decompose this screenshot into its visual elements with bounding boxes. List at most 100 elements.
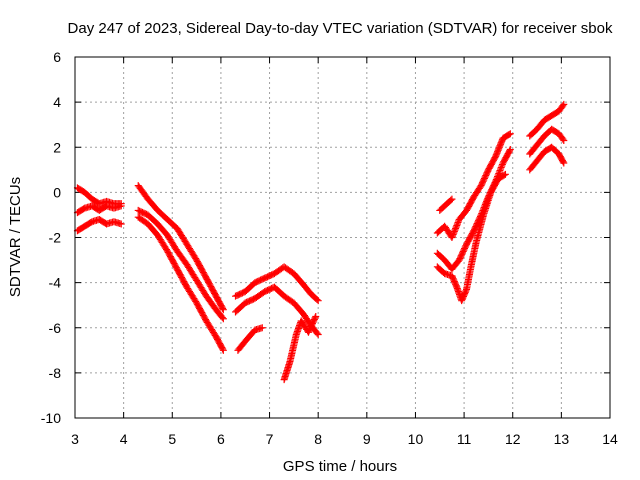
y-tick-label: -4 xyxy=(49,275,62,291)
x-tick-label: 10 xyxy=(408,431,424,447)
x-tick-label: 13 xyxy=(554,431,570,447)
data-point xyxy=(495,145,503,153)
data-point xyxy=(219,306,227,314)
x-axis-label: GPS time / hours xyxy=(283,458,397,475)
data-point xyxy=(448,195,456,203)
data-point xyxy=(506,146,514,154)
x-tick-label: 5 xyxy=(168,431,176,447)
y-tick-label: 6 xyxy=(53,49,61,65)
plot-frame xyxy=(74,56,611,419)
data-point xyxy=(492,152,500,160)
data-point xyxy=(219,315,227,323)
data-point xyxy=(454,218,462,226)
data-point xyxy=(496,142,504,150)
data-point xyxy=(448,234,456,241)
data-point xyxy=(494,146,502,154)
data-point xyxy=(493,149,501,157)
data-point xyxy=(313,329,321,337)
series-pass-3d xyxy=(280,312,320,384)
x-tick-label: 14 xyxy=(602,431,618,447)
data-point xyxy=(496,167,504,175)
data-point xyxy=(495,168,503,176)
data-point xyxy=(494,148,502,156)
series-pass-1a xyxy=(73,184,125,208)
data-point xyxy=(453,221,461,229)
data-point xyxy=(117,202,125,210)
data-point xyxy=(451,226,459,234)
data-point xyxy=(497,139,505,147)
data-point xyxy=(560,159,568,167)
y-tick-label: -6 xyxy=(49,320,62,336)
series-pass-2c xyxy=(134,213,227,354)
x-tick-label: 12 xyxy=(505,431,521,447)
data-point xyxy=(497,140,505,148)
y-tick-label: 0 xyxy=(53,184,61,200)
data-point xyxy=(314,297,322,305)
series-pass-1c xyxy=(73,215,125,235)
y-tick-label: -8 xyxy=(49,365,62,381)
data-point xyxy=(559,102,567,110)
data-point xyxy=(506,130,514,138)
y-axis-label: SDTVAR / TECUs xyxy=(7,177,24,297)
series-pass-5b xyxy=(526,125,568,158)
series-pass-3c xyxy=(234,324,266,354)
data-point xyxy=(219,304,227,312)
data-point xyxy=(258,324,266,332)
y-tick-label: 4 xyxy=(53,94,61,110)
series-pass-5a xyxy=(526,100,568,140)
x-tick-label: 8 xyxy=(314,431,322,447)
data-point xyxy=(314,331,322,339)
data-point xyxy=(450,227,458,235)
data-point xyxy=(559,158,567,166)
y-tick-label: -2 xyxy=(49,230,62,246)
series-pass-2b xyxy=(134,206,227,323)
data-point xyxy=(449,230,457,238)
data-point xyxy=(462,287,470,295)
data-point xyxy=(498,162,506,170)
data-point xyxy=(219,346,227,354)
data-point xyxy=(312,312,320,320)
data-point xyxy=(498,137,506,145)
data-point xyxy=(497,165,505,173)
series-pass-5c xyxy=(526,143,568,174)
data-points xyxy=(73,100,568,384)
series-pass-3a xyxy=(232,263,322,305)
series-pass-4d xyxy=(433,170,509,305)
series-pass-2a xyxy=(134,182,227,314)
data-point xyxy=(311,314,319,322)
data-point xyxy=(453,220,461,228)
series-pass-4b xyxy=(433,130,514,241)
data-point xyxy=(500,171,508,179)
data-point xyxy=(497,164,505,172)
x-tick-label: 11 xyxy=(457,431,472,447)
data-point xyxy=(559,135,567,143)
series-pass-1b xyxy=(73,202,125,217)
x-tick-label: 6 xyxy=(217,431,225,447)
data-point xyxy=(449,232,457,240)
data-point xyxy=(219,345,227,353)
chart-title: Day 247 of 2023, Sidereal Day-to-day VTE… xyxy=(68,20,613,37)
data-point xyxy=(447,196,455,204)
data-point xyxy=(218,313,226,321)
data-point xyxy=(452,223,460,231)
data-point xyxy=(505,130,513,138)
data-point xyxy=(117,220,125,228)
data-point xyxy=(492,151,500,159)
data-point xyxy=(313,296,321,304)
x-tick-label: 4 xyxy=(120,431,128,447)
x-tick-label: 3 xyxy=(71,431,79,447)
series-pass-4a xyxy=(436,195,456,214)
y-tick-label: 2 xyxy=(53,139,61,155)
x-tick-label: 9 xyxy=(363,431,371,447)
grid-lines xyxy=(75,57,610,418)
data-point xyxy=(495,170,503,178)
data-point xyxy=(501,170,509,178)
data-point xyxy=(560,136,568,144)
data-point xyxy=(560,100,568,108)
data-point xyxy=(452,224,460,232)
data-point xyxy=(506,147,514,155)
data-point xyxy=(450,229,458,237)
x-tick-label: 7 xyxy=(266,431,274,447)
y-tick-label: -10 xyxy=(41,410,61,426)
